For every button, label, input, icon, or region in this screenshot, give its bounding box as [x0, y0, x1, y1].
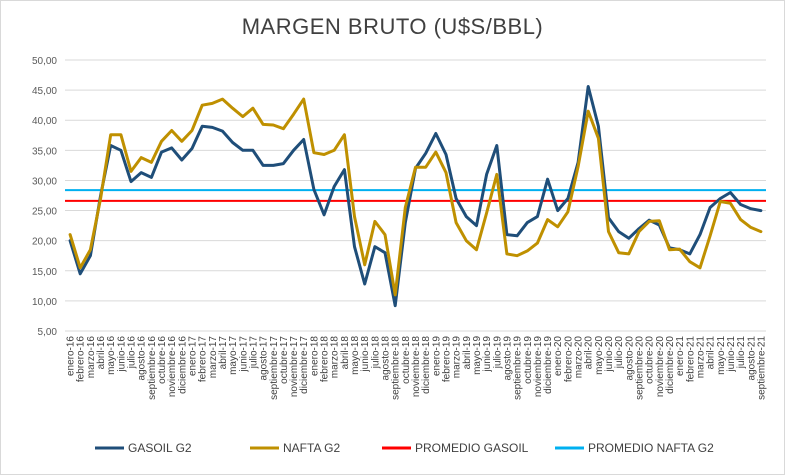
x-tick-label: febrero-19: [441, 336, 452, 383]
x-tick-label: julio-16: [127, 336, 138, 370]
y-tick-label: 45,00: [32, 86, 57, 97]
grid-layer: [65, 59, 766, 332]
x-tick-label: octubre-16: [157, 336, 168, 384]
x-tick-label: diciembre-19: [543, 336, 554, 394]
x-tick-label: diciembre-17: [299, 336, 310, 394]
y-tick-label: 50,00: [32, 56, 57, 67]
x-tick-label: marzo-20: [574, 336, 585, 379]
x-tick-label: noviembre-19: [533, 336, 544, 398]
legend: GASOIL G2 NAFTA G2 PROMEDIO GASOIL PROMEDIO…: [95, 441, 714, 455]
x-tick-label: septiembre-18: [391, 336, 402, 400]
x-tick-label: septiembre-19: [513, 336, 524, 400]
x-tick-label: abril-17: [218, 336, 229, 370]
x-tick-label: junio-21: [726, 336, 737, 373]
x-tick-label: octubre-19: [523, 336, 534, 384]
x-tick-label: septiembre-20: [635, 336, 646, 400]
x-tick-label: diciembre-20: [665, 336, 676, 394]
x-tick-label: febrero-17: [198, 336, 209, 383]
y-tick-label: 35,00: [32, 146, 57, 157]
x-tick-label: mayo-20: [594, 336, 605, 375]
x-tick-label: marzo-17: [208, 336, 219, 379]
legend-label: NAFTA G2: [283, 441, 340, 455]
x-tick-label: agosto-18: [381, 336, 392, 381]
series-layer: [65, 85, 766, 308]
x-tick-label: diciembre-16: [177, 336, 188, 394]
x-tick-label: febrero-20: [563, 336, 574, 383]
x-tick-label: octubre-20: [645, 336, 656, 384]
x-tick-label: julio-20: [614, 336, 625, 370]
x-tick-label: abril-20: [584, 336, 595, 370]
x-tick-label: julio-18: [370, 336, 381, 370]
x-tick-label: junio-19: [482, 336, 493, 373]
x-tick-label: junio-16: [116, 336, 127, 373]
x-tick-label: mayo-19: [472, 336, 483, 375]
x-tick-label: septiembre-21: [756, 336, 767, 400]
x-tick-label: mayo-17: [228, 336, 239, 375]
legend-label: GASOIL G2: [128, 441, 192, 455]
x-tick-label: enero-20: [553, 336, 564, 376]
y-tick-label: 10,00: [32, 297, 57, 308]
series-line-gasoil-g2: [68, 85, 763, 308]
x-tick-label: enero-18: [309, 336, 320, 376]
x-tick-label: abril-18: [340, 336, 351, 370]
x-tick-label: enero-16: [66, 336, 77, 376]
x-tick-label: julio-21: [736, 336, 747, 370]
x-tick-label: noviembre-16: [167, 336, 178, 398]
x-tick-label: mayo-21: [716, 336, 727, 375]
x-tick-label: marzo-19: [452, 336, 463, 379]
x-tick-label: mayo-16: [106, 336, 117, 375]
x-tick-label: octubre-18: [401, 336, 412, 384]
x-tick-label: diciembre-18: [421, 336, 432, 394]
x-tick-label: agosto-16: [137, 336, 148, 381]
x-tick-label: abril-16: [96, 336, 107, 370]
y-tick-label: 30,00: [32, 176, 57, 187]
x-tick-label: julio-19: [492, 336, 503, 370]
x-tick-label: marzo-16: [86, 336, 97, 379]
x-tick-label: agosto-20: [624, 336, 635, 381]
x-tick-label: septiembre-17: [269, 336, 280, 400]
x-tick-label: junio-18: [360, 336, 371, 373]
x-tick-label: noviembre-18: [411, 336, 422, 398]
x-tick-label: abril-21: [706, 336, 717, 370]
x-tick-label: noviembre-17: [289, 336, 300, 398]
x-tick-label: enero-19: [431, 336, 442, 376]
x-tick-label: febrero-21: [685, 336, 696, 383]
x-tick-label: marzo-18: [330, 336, 341, 379]
y-tick-label: 15,00: [32, 267, 57, 278]
x-tick-label: junio-20: [604, 336, 615, 373]
x-tick-label: enero-17: [187, 336, 198, 376]
chart-title: MARGEN BRUTO (U$S/BBL): [241, 14, 544, 39]
x-tick-label: febrero-16: [76, 336, 87, 383]
x-tick-label: agosto-21: [746, 336, 757, 381]
x-tick-label: julio-17: [248, 336, 259, 370]
y-tick-label: 20,00: [32, 237, 57, 248]
y-axis-ticks: 5,00 10,00 15,00 20,00 25,00 30,00 35,00 40,00 4…: [32, 56, 57, 338]
x-tick-label: noviembre-20: [655, 336, 666, 398]
x-tick-label: agosto-17: [259, 336, 270, 381]
x-tick-label: febrero-18: [320, 336, 331, 383]
x-axis-ticks: enero-16 febrero-16 marzo-16 abril-16 mayo-1…: [66, 336, 768, 400]
series-line-nafta-g2: [68, 97, 763, 297]
x-tick-label: marzo-21: [695, 336, 706, 379]
x-tick-label: abril-19: [462, 336, 473, 370]
y-tick-label: 25,00: [32, 207, 57, 218]
x-tick-label: mayo-18: [350, 336, 361, 375]
x-tick-label: septiembre-16: [147, 336, 158, 400]
x-tick-label: agosto-19: [502, 336, 513, 381]
y-tick-label: 40,00: [32, 116, 57, 127]
x-tick-label: junio-17: [238, 336, 249, 373]
x-tick-label: enero-21: [675, 336, 686, 376]
legend-label: PROMEDIO NAFTA G2: [588, 441, 714, 455]
x-tick-label: octubre-17: [279, 336, 290, 384]
y-tick-label: 5,00: [38, 327, 58, 338]
legend-label: PROMEDIO GASOIL: [415, 441, 529, 455]
